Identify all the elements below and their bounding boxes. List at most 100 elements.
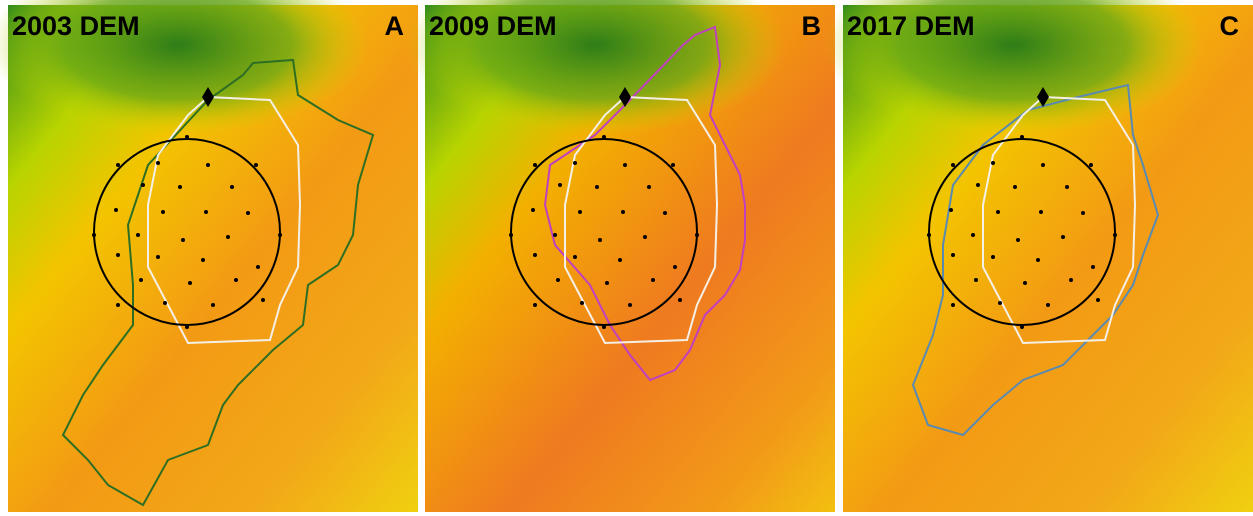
sample-point [651, 278, 655, 282]
sample-point [92, 233, 96, 237]
sample-point [927, 233, 931, 237]
boundary-outline [911, 83, 1160, 437]
sample-point [598, 238, 602, 242]
sample-point [261, 298, 265, 302]
sample-point [185, 135, 189, 139]
sample-point [256, 265, 260, 269]
sample-point [643, 235, 647, 239]
sample-point [533, 253, 537, 257]
sample-point [114, 208, 118, 212]
boundary-outline [61, 58, 375, 507]
sample-point [951, 253, 955, 257]
sample-point [673, 265, 677, 269]
sample-point [578, 210, 582, 214]
sample-point [1081, 211, 1085, 215]
sample-point [971, 233, 975, 237]
sample-point [621, 210, 625, 214]
sample-point [116, 253, 120, 257]
sample-point [1065, 185, 1069, 189]
sample-point [278, 233, 282, 237]
outlet-marker [1037, 87, 1049, 107]
sample-point [580, 301, 584, 305]
panel-title: 2009 DEM [429, 11, 557, 41]
panel-label: B [802, 11, 822, 41]
sample-point [605, 281, 609, 285]
valley [823, 0, 1203, 135]
sample-point [204, 210, 208, 214]
sample-point [1061, 235, 1065, 239]
sample-point [234, 278, 238, 282]
sample-point [1091, 265, 1095, 269]
dem-panel: 2009 DEM B [405, 0, 835, 512]
sample-point [623, 163, 627, 167]
sample-point [996, 210, 1000, 214]
sample-point [141, 183, 145, 187]
panel-title: 2003 DEM [12, 11, 140, 41]
sample-point [1046, 303, 1050, 307]
sample-point [695, 233, 699, 237]
dem-panel: 2003 DEM A [0, 0, 418, 512]
sample-point [181, 238, 185, 242]
sample-point [602, 325, 606, 329]
sample-point [1013, 185, 1017, 189]
panel-title: 2017 DEM [847, 11, 975, 41]
sample-point [1096, 298, 1100, 302]
sample-point [139, 278, 143, 282]
sample-point [156, 255, 160, 259]
dem-panel: 2017 DEM C [823, 0, 1253, 512]
outlet-marker [619, 87, 631, 107]
sample-point [991, 255, 995, 259]
sample-point [531, 208, 535, 212]
sample-point [136, 233, 140, 237]
sample-point [628, 303, 632, 307]
sample-point [1089, 163, 1093, 167]
sample-point [595, 185, 599, 189]
valley [405, 0, 785, 135]
sample-point [553, 233, 557, 237]
sample-point [573, 161, 577, 165]
sample-point [949, 208, 953, 212]
sample-point [1069, 278, 1073, 282]
sample-point [116, 303, 120, 307]
sample-point [201, 258, 205, 262]
sample-point [509, 233, 513, 237]
sample-point [976, 183, 980, 187]
sample-point [1041, 163, 1045, 167]
sample-point [116, 163, 120, 167]
sample-point [974, 278, 978, 282]
sample-point [573, 255, 577, 259]
sample-point [533, 303, 537, 307]
sample-point [211, 303, 215, 307]
valley [0, 0, 368, 135]
sample-point [558, 183, 562, 187]
sample-point [246, 211, 250, 215]
panel-label: C [1220, 11, 1240, 41]
sample-point [663, 211, 667, 215]
sample-point [671, 163, 675, 167]
sample-point [998, 301, 1002, 305]
sample-point [533, 163, 537, 167]
sample-point [156, 161, 160, 165]
sample-point [185, 325, 189, 329]
sample-point [226, 235, 230, 239]
sample-point [556, 278, 560, 282]
outlet-marker [202, 87, 214, 107]
sample-point [1039, 210, 1043, 214]
sample-point [188, 281, 192, 285]
sample-point [1016, 238, 1020, 242]
boundary-outline [543, 25, 746, 382]
sample-point [1113, 233, 1117, 237]
sample-point [163, 301, 167, 305]
sample-point [1020, 325, 1024, 329]
sample-point [951, 303, 955, 307]
sample-point [206, 163, 210, 167]
sample-point [161, 210, 165, 214]
sample-point [991, 161, 995, 165]
sample-point [1036, 258, 1040, 262]
sample-point [178, 185, 182, 189]
sample-point [254, 163, 258, 167]
sample-point [618, 258, 622, 262]
sample-point [647, 185, 651, 189]
sample-point [1023, 281, 1027, 285]
